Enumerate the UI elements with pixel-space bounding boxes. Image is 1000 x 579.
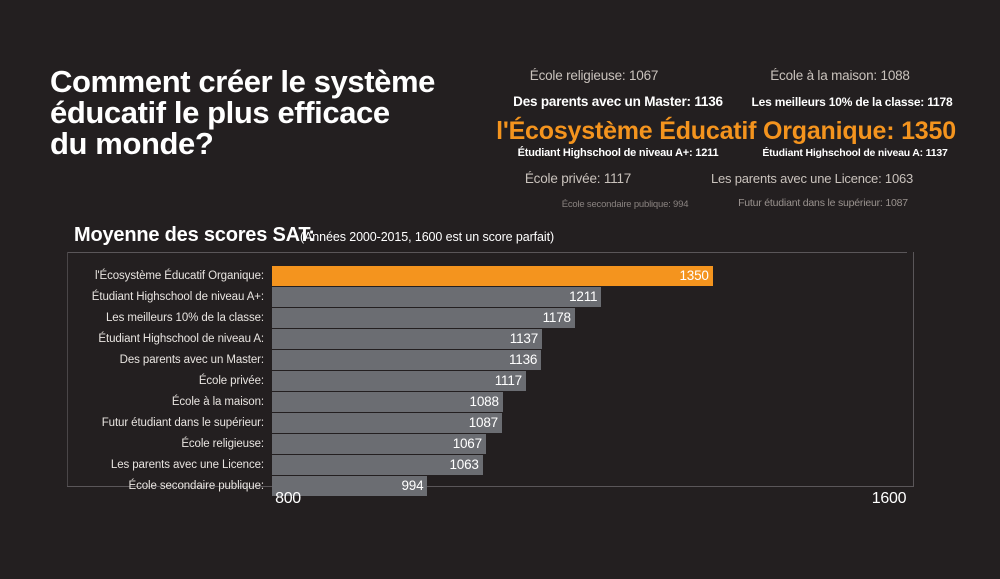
table-row: École à la maison: 1088 bbox=[0, 392, 1000, 412]
word-cloud-item: Les meilleurs 10% de la classe: 1178 bbox=[751, 95, 953, 109]
table-row: Futur étudiant dans le supérieur: 1087 bbox=[0, 413, 1000, 433]
chart-subtitle: (Années 2000-2015, 1600 est un score par… bbox=[300, 230, 555, 244]
bar bbox=[272, 476, 428, 496]
bar-category-label: Futur étudiant dans le supérieur: bbox=[101, 417, 264, 429]
table-row: Des parents avec un Master: 1136 bbox=[0, 350, 1000, 370]
bar-category-label: École privée: bbox=[198, 375, 264, 387]
axis-tick-max: 1600 bbox=[871, 490, 907, 507]
bar-category-label: École religieuse: bbox=[181, 438, 264, 450]
table-row: Les parents avec une Licence: 1063 bbox=[0, 455, 1000, 475]
word-cloud: École religieuse: 1067 École à la maison:… bbox=[490, 52, 990, 212]
bar-value-label: 1063 bbox=[449, 457, 479, 472]
bar-category-label: Étudiant Highschool de niveau A: bbox=[98, 333, 264, 345]
bar-chart: Moyenne des scores SAT: (Années 2000-201… bbox=[0, 224, 1000, 524]
word-cloud-item: Futur étudiant dans le supérieur: 1087 bbox=[738, 197, 908, 209]
axis-tick-min: 800 bbox=[275, 490, 301, 507]
bar-value-label: 1117 bbox=[494, 373, 522, 388]
table-row: Étudiant Highschool de niveau A: 1137 bbox=[0, 329, 1000, 349]
bar-category-label: Étudiant Highschool de niveau A+: bbox=[91, 291, 264, 303]
bar-value-label: 1211 bbox=[569, 289, 598, 304]
axis-line-left bbox=[67, 252, 68, 487]
word-cloud-item: Étudiant Highschool de niveau A+: 1211 bbox=[517, 147, 719, 159]
axis-line-bottom bbox=[67, 486, 913, 487]
bar-category-label: École secondaire publique: bbox=[128, 480, 265, 492]
bar bbox=[272, 413, 502, 433]
bar-value-label: 1067 bbox=[452, 436, 482, 451]
bar bbox=[272, 329, 543, 349]
bar bbox=[272, 434, 486, 454]
table-row: Étudiant Highschool de niveau A+: 1211 bbox=[0, 287, 1000, 307]
bar-value-label: 1087 bbox=[468, 415, 498, 430]
bar-category-label: École à la maison: bbox=[171, 396, 264, 408]
bar-value-label: 1136 bbox=[508, 352, 538, 367]
bar-value-label: 994 bbox=[401, 478, 424, 493]
bar bbox=[272, 392, 503, 412]
bar-value-label: 1088 bbox=[469, 394, 499, 409]
word-cloud-item: École privée: 1117 bbox=[524, 171, 632, 186]
bar bbox=[272, 455, 483, 475]
bar-category-label: Les meilleurs 10% de la classe: bbox=[106, 312, 264, 324]
bar-category-label: Des parents avec un Master: bbox=[119, 354, 264, 366]
bar bbox=[272, 350, 542, 370]
bar-value-label: 1137 bbox=[509, 331, 539, 346]
word-cloud-item: l'Écosystème Éducatif Organique: 1350 bbox=[496, 117, 956, 145]
table-row: École secondaire publique: 994 bbox=[0, 476, 1000, 496]
word-cloud-item: École secondaire publique: 994 bbox=[561, 199, 689, 210]
table-row: l'Écosystème Éducatif Organique: 1350 bbox=[0, 266, 1000, 286]
bar bbox=[272, 287, 602, 307]
bar bbox=[272, 371, 526, 391]
bar bbox=[272, 308, 575, 328]
word-cloud-item: Les parents avec une Licence: 1063 bbox=[710, 171, 914, 186]
title-divider bbox=[67, 252, 907, 253]
axis-line-right bbox=[913, 252, 914, 487]
bar-category-label: Les parents avec une Licence: bbox=[110, 459, 264, 471]
page-title: Comment créer le système éducatif le plu… bbox=[50, 64, 435, 161]
bar-category-label: l'Écosystème Éducatif Organique: bbox=[94, 270, 264, 282]
bar-value-label: 1350 bbox=[679, 268, 709, 283]
bar bbox=[272, 266, 713, 286]
word-cloud-item: Des parents avec un Master: 1136 bbox=[513, 94, 723, 109]
word-cloud-item: École à la maison: 1088 bbox=[770, 68, 910, 83]
word-cloud-item: École religieuse: 1067 bbox=[529, 68, 659, 83]
word-cloud-item: Étudiant Highschool de niveau A: 1137 bbox=[762, 147, 948, 159]
table-row: École privée: 1117 bbox=[0, 371, 1000, 391]
table-row: Les meilleurs 10% de la classe: 1178 bbox=[0, 308, 1000, 328]
chart-title: Moyenne des scores SAT: bbox=[74, 224, 315, 246]
bar-value-label: 1178 bbox=[542, 310, 571, 325]
table-row: École religieuse: 1067 bbox=[0, 434, 1000, 454]
bar-rows: l'Écosystème Éducatif Organique: 1350 Étud… bbox=[0, 266, 1000, 497]
